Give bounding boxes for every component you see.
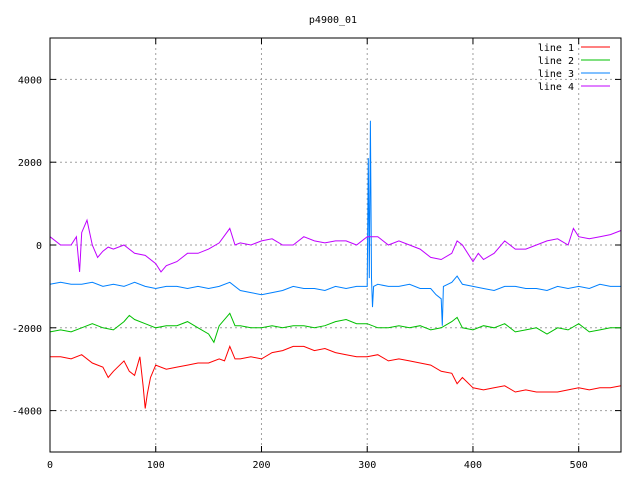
legend-label-4: line 4 — [538, 82, 574, 93]
y-tick-label: -2000 — [12, 324, 42, 335]
series-line-2 — [49, 312, 621, 344]
y-tick-label: 0 — [36, 241, 42, 252]
legend: line 1 line 2 line 3 line 4 — [538, 43, 610, 93]
series-lines — [49, 120, 622, 409]
x-tick-label: 500 — [570, 460, 588, 471]
series-line-3 — [49, 120, 621, 326]
y-tick-label: 2000 — [18, 158, 42, 169]
x-tick-label: 200 — [252, 460, 270, 471]
legend-label-1: line 1 — [538, 43, 574, 54]
y-tick-label: 4000 — [18, 75, 42, 86]
y-tick-label: -4000 — [12, 407, 42, 418]
plot-frame — [49, 37, 622, 453]
x-tick-label: 100 — [147, 460, 165, 471]
x-tick-label: 400 — [464, 460, 482, 471]
chart-title: p4900_01 — [309, 15, 357, 26]
axis-ticks: 0 100 200 300 400 500 -4000 -2000 0 2000 4000 — [12, 38, 621, 471]
legend-label-2: line 2 — [538, 56, 574, 67]
series-line-4 — [49, 218, 622, 273]
x-tick-label: 0 — [47, 460, 53, 471]
legend-label-3: line 3 — [538, 69, 574, 80]
series-line-1 — [50, 345, 622, 409]
x-tick-label: 300 — [358, 460, 376, 471]
grid-lines — [50, 38, 621, 452]
